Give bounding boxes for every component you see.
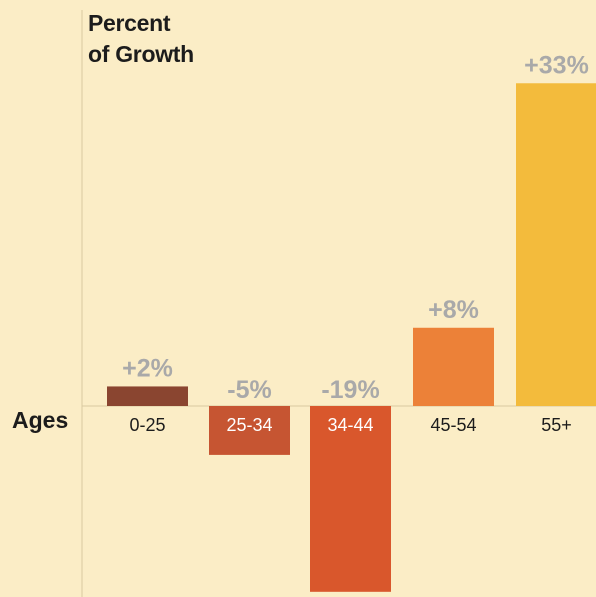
value-label-25-34: -5% xyxy=(227,376,271,404)
tick-label-45-54: 45-54 xyxy=(430,415,476,435)
value-label-55+: +33% xyxy=(524,51,589,79)
y-axis-title-line-2: of Growth xyxy=(88,41,194,67)
bar-0-25 xyxy=(107,386,188,406)
bar-55+ xyxy=(516,83,596,406)
tick-label-0-25: 0-25 xyxy=(129,415,165,435)
value-label-0-25: +2% xyxy=(122,354,173,382)
value-label-45-54: +8% xyxy=(428,296,479,324)
bar-34-44 xyxy=(310,406,391,592)
tick-label-34-44: 34-44 xyxy=(327,415,373,435)
y-axis-title: Percent of Growth xyxy=(88,8,194,70)
bar-25-34 xyxy=(209,406,290,455)
bar-45-54 xyxy=(413,327,494,406)
y-axis-title-line-1: Percent xyxy=(88,10,171,36)
tick-label-25-34: 25-34 xyxy=(226,415,272,435)
value-label-34-44: -19% xyxy=(321,376,379,404)
tick-label-55+: 55+ xyxy=(541,415,572,435)
x-axis-title: Ages xyxy=(12,407,69,433)
